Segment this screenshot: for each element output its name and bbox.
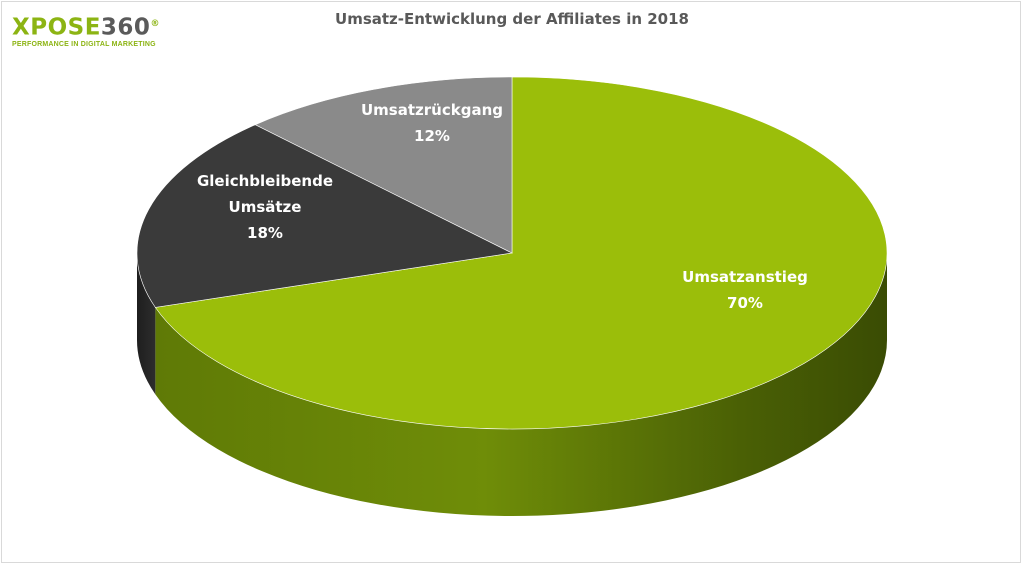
chart-title: Umsatz-Entwicklung der Affiliates in 201… (335, 10, 689, 28)
pie-labels: Umsatzanstieg 70% Gleichbleibende Umsätze 18… (197, 101, 808, 312)
logo-tagline: PERFORMANCE IN DIGITAL MARKETING (12, 40, 156, 48)
logo-registered: ® (150, 19, 160, 29)
pie-slice-umsatzrueckgang[interactable] (254, 76, 513, 254)
pie-sides (137, 253, 887, 516)
logo-wordmark: XPOSE360® (12, 12, 162, 40)
slice-label-umsatzrueckgang: Umsatzrückgang 12% (361, 101, 503, 145)
slice-label-gleichbleibend: Gleichbleibende Umsätze 18% (197, 172, 333, 242)
slice-name-label: Umsatzrückgang (361, 101, 503, 119)
slice-label-umsatzanstieg: Umsatzanstieg 70% (682, 268, 808, 312)
slice-value-label: 12% (414, 127, 450, 145)
logo-xpose: XPOSE (12, 14, 101, 41)
slice-name-label: Umsatzanstieg (682, 268, 808, 286)
pie-tops (136, 76, 888, 430)
pie-side-gleichbleibend (137, 253, 156, 395)
pie-side-umsatzanstieg (155, 253, 887, 516)
slice-value-label: 18% (247, 224, 283, 242)
slice-name-label: Gleichbleibende (197, 172, 333, 190)
pie-slice-umsatzanstieg[interactable] (154, 76, 888, 430)
slice-name-label: Umsätze (229, 198, 302, 216)
slice-value-label: 70% (727, 294, 763, 312)
pie-slice-gleichbleibend[interactable] (136, 124, 513, 308)
logo-360: 360 (100, 14, 151, 41)
brand-logo: XPOSE360® PERFORMANCE IN DIGITAL MARKETI… (12, 12, 162, 48)
